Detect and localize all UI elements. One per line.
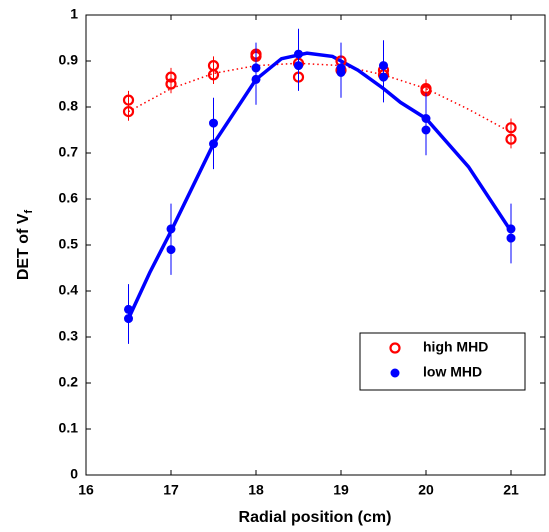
y-axis-label-group: DET of Vf <box>15 210 35 281</box>
legend-label: low MHD <box>423 364 482 380</box>
y-tick-label: 1 <box>70 6 78 22</box>
data-point <box>124 314 133 324</box>
legend-marker <box>390 368 400 378</box>
x-tick-label: 17 <box>163 482 179 498</box>
y-axis-label: DET of Vf <box>15 210 35 281</box>
y-tick-label: 0.5 <box>59 236 79 252</box>
data-point <box>506 233 516 243</box>
x-tick-label: 20 <box>418 482 434 498</box>
data-point <box>294 49 303 59</box>
plot-frame <box>85 14 546 476</box>
data-point <box>505 133 517 145</box>
y-axis-label-main: DET of V <box>15 213 32 280</box>
y-tick-label: 0.7 <box>59 144 79 160</box>
legend-box <box>359 332 526 391</box>
data-point <box>421 125 431 135</box>
x-axis-label: Radial position (cm) <box>239 509 392 526</box>
x-tick-label: 21 <box>503 482 519 498</box>
data-point <box>166 224 176 234</box>
y-axis-label-sub: f <box>23 210 35 214</box>
data-point <box>165 78 177 90</box>
x-tick-label: 18 <box>248 482 264 498</box>
data-point <box>505 122 517 134</box>
y-tick-label: 0.9 <box>59 52 79 68</box>
legend-label: high MHD <box>423 339 488 355</box>
data-point <box>122 94 135 106</box>
y-tick-label: 0.6 <box>59 190 79 206</box>
data-point <box>506 224 516 234</box>
y-tick-label: 0.4 <box>59 282 79 298</box>
y-tick-label: 0.8 <box>59 98 79 114</box>
data-point <box>124 304 133 314</box>
x-tick-label: 19 <box>333 482 349 498</box>
y-tick-label: 0.1 <box>59 420 79 436</box>
data-point <box>251 63 261 73</box>
data-point <box>165 71 177 83</box>
fit-line <box>128 62 512 133</box>
data-point <box>122 105 135 118</box>
y-tick-label: 0.2 <box>59 374 79 390</box>
data-point <box>336 68 346 77</box>
legend-marker <box>389 342 401 354</box>
data-point <box>421 114 431 123</box>
x-tick-label: 16 <box>78 482 94 498</box>
data-point <box>379 72 388 82</box>
data-point <box>379 61 388 71</box>
data-point <box>209 118 218 128</box>
data-point <box>207 69 220 81</box>
data-point <box>209 139 218 149</box>
data-point <box>294 61 303 71</box>
y-tick-label: 0 <box>70 466 78 482</box>
fit-line <box>126 51 513 320</box>
data-point <box>166 245 176 255</box>
y-tick-label: 0.3 <box>59 328 79 344</box>
data-point <box>251 74 261 84</box>
